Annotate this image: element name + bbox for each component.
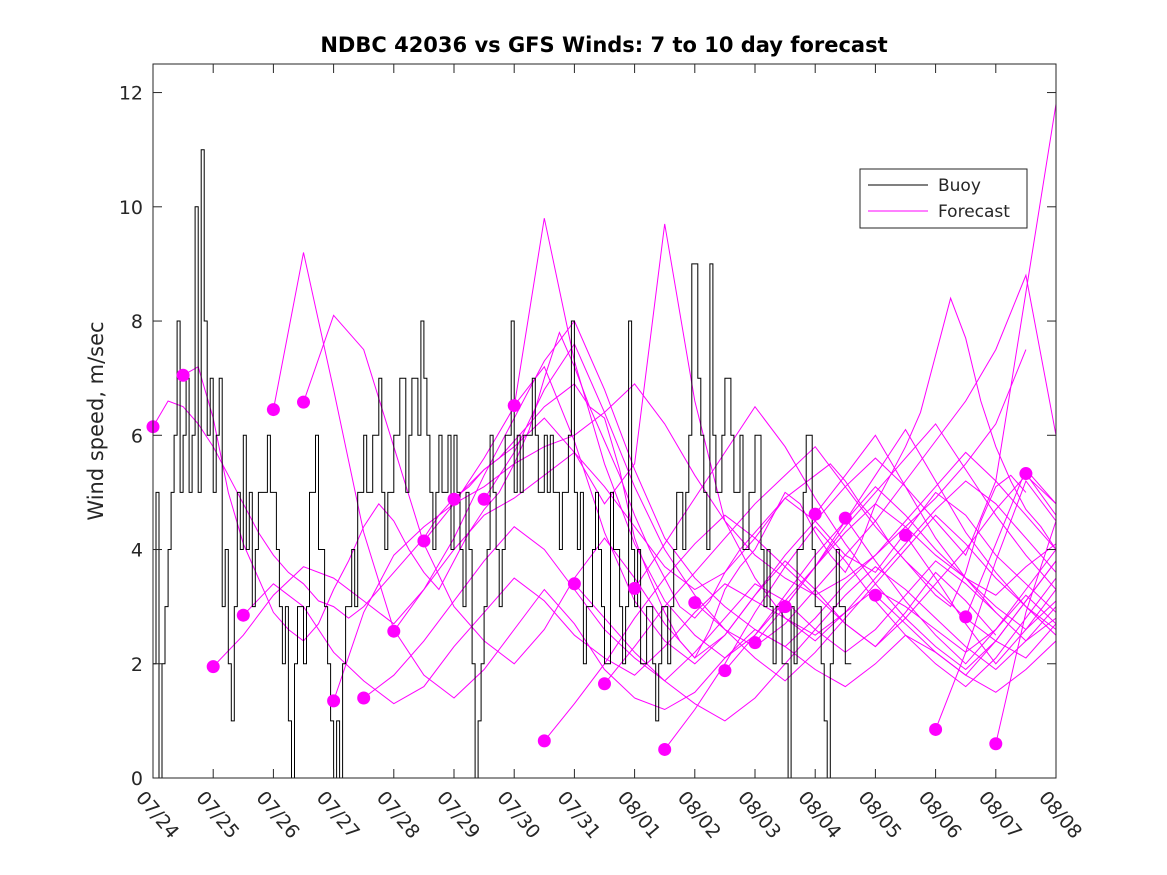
forecast-run-line — [182, 296, 1056, 659]
forecast-run-line — [453, 223, 1056, 642]
forecast-start-marker — [838, 511, 852, 525]
legend: Buoy Forecast — [859, 168, 1028, 229]
y-axis-label: Wind speed, m/sec — [84, 321, 108, 520]
forecast-series — [153, 103, 1056, 750]
forecast-start-marker — [929, 722, 943, 736]
forecast-run-line — [212, 451, 1056, 667]
forecast-run-line — [272, 252, 1056, 711]
forecast-run-line — [393, 320, 1056, 648]
forecast-start-markers — [146, 368, 1033, 756]
forecast-start-marker — [989, 737, 1003, 751]
forecast-run-line — [513, 103, 1056, 665]
forecast-run-line — [905, 534, 1056, 665]
forecast-run-line — [363, 526, 997, 699]
forecast-run-line — [965, 468, 1056, 618]
forecast-run-line — [814, 434, 1056, 642]
forecast-run-line — [694, 514, 1056, 682]
forecast-run-line — [1025, 473, 1056, 516]
plot-frame — [152, 63, 1057, 779]
forecast-run-line — [574, 566, 1056, 722]
forecast-start-marker — [778, 600, 792, 614]
forecast-start-marker — [176, 368, 190, 382]
y-tick-label: 6 — [131, 425, 143, 447]
forecast-start-marker — [266, 403, 280, 417]
forecast-start-marker — [899, 528, 912, 542]
forecast-start-marker — [417, 534, 431, 548]
forecast-start-marker — [748, 636, 762, 650]
forecast-run-line — [844, 517, 1056, 665]
chart-title: NDBC 42036 vs GFS Winds: 7 to 10 day for… — [320, 33, 887, 57]
forecast-run-line — [724, 485, 1056, 671]
forecast-start-marker — [959, 610, 973, 624]
forecast-start-marker — [387, 624, 401, 638]
forecast-start-marker — [537, 734, 551, 748]
forecast-start-marker — [628, 581, 642, 595]
forecast-start-marker — [718, 664, 732, 678]
buoy-line — [153, 149, 852, 778]
forecast-start-marker — [507, 399, 521, 413]
forecast-start-marker — [688, 596, 702, 610]
legend-buoy-label: Buoy — [938, 176, 981, 196]
forecast-run-line — [995, 520, 1056, 744]
forecast-start-marker — [447, 492, 461, 506]
y-axis: 0 2 4 6 8 10 12 — [119, 83, 1056, 790]
forecast-run-line — [303, 314, 997, 665]
forecast-start-marker — [868, 588, 882, 602]
forecast-start-marker — [357, 691, 371, 705]
forecast-start-marker — [808, 507, 822, 521]
forecast-run-line — [875, 560, 1056, 676]
y-tick-label: 0 — [131, 768, 143, 790]
y-tick-label: 10 — [119, 197, 143, 219]
forecast-start-marker — [598, 677, 611, 691]
forecast-run-line — [543, 474, 1056, 742]
forecast-run-line — [935, 479, 1056, 730]
forecast-run-line — [784, 428, 1056, 630]
forecast-start-marker — [477, 492, 491, 506]
buoy-series — [153, 149, 852, 778]
y-tick-label: 8 — [131, 311, 143, 333]
y-tick-label: 2 — [131, 654, 143, 676]
forecast-start-marker — [327, 694, 341, 708]
forecast-run-line — [483, 273, 1056, 648]
forecast-start-marker — [1019, 467, 1033, 481]
forecast-run-line — [664, 525, 1056, 750]
y-tick-label: 4 — [131, 540, 143, 562]
forecast-start-marker — [206, 660, 220, 674]
legend-box — [859, 168, 1028, 229]
y-tick-label: 12 — [119, 83, 143, 105]
forecast-start-marker — [658, 742, 672, 756]
forecast-start-marker — [297, 395, 310, 409]
forecast-start-marker — [567, 577, 581, 591]
forecast-run-line — [333, 349, 1027, 702]
forecast-start-marker — [236, 608, 250, 622]
legend-forecast-label: Forecast — [938, 202, 1010, 222]
forecast-run-line — [604, 445, 1056, 685]
